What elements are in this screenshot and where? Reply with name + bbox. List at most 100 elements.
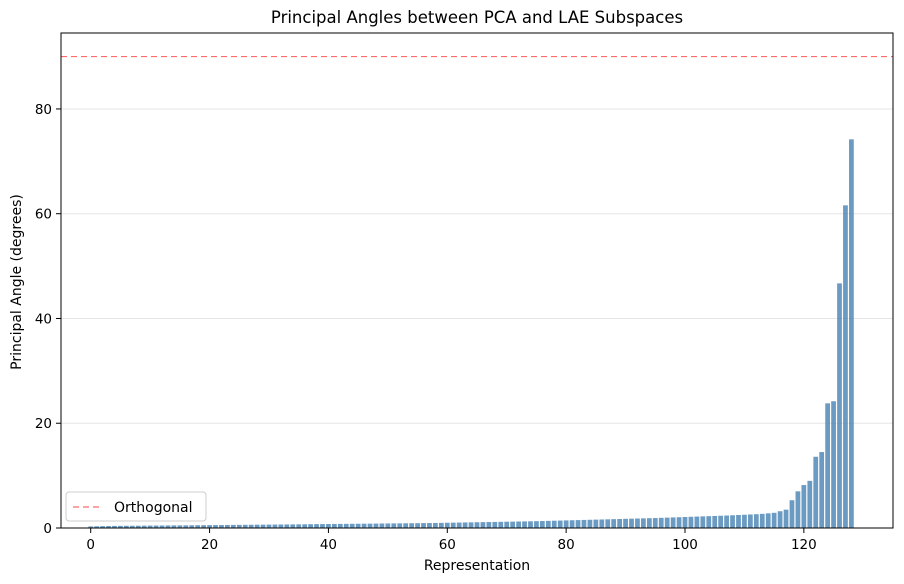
y-axis-label: Principal Angle (degrees)	[9, 194, 25, 370]
bar	[611, 519, 617, 528]
chart-title: Principal Angles between PCA and LAE Sub…	[271, 8, 683, 27]
bar	[557, 520, 563, 528]
bar	[777, 511, 783, 528]
bar	[254, 524, 260, 528]
bar	[135, 525, 141, 528]
bar	[141, 525, 147, 528]
bar	[492, 521, 498, 528]
bar	[670, 517, 676, 528]
bar	[522, 521, 527, 528]
bar	[807, 480, 813, 528]
bar	[355, 523, 361, 528]
bar	[676, 517, 682, 528]
bar	[225, 524, 230, 528]
plot-frame	[60, 32, 894, 529]
bar	[498, 521, 504, 528]
bar	[272, 524, 278, 528]
bar	[385, 523, 391, 528]
bar	[819, 452, 825, 528]
bar	[302, 524, 308, 528]
bar	[510, 521, 516, 528]
bar	[248, 524, 254, 528]
bar	[106, 526, 111, 528]
bar	[391, 523, 397, 528]
bar	[599, 519, 605, 528]
bar	[765, 513, 771, 528]
bar	[450, 522, 456, 528]
bar	[296, 524, 302, 528]
bar	[480, 522, 486, 528]
bar	[201, 525, 207, 528]
bar	[337, 523, 343, 528]
bar	[837, 283, 842, 528]
bar	[712, 515, 718, 528]
bar	[569, 520, 575, 528]
bar	[326, 524, 331, 528]
bar	[641, 518, 646, 528]
bar	[94, 526, 100, 528]
bar	[635, 518, 640, 528]
bar	[593, 519, 599, 528]
bar	[278, 524, 284, 528]
bar	[189, 525, 195, 528]
bar	[742, 514, 747, 528]
bar	[528, 521, 533, 528]
bar	[129, 525, 135, 528]
legend-box	[65, 491, 207, 522]
legend-label-orthogonal: Orthogonal	[114, 500, 193, 516]
bar	[177, 525, 183, 528]
bar	[724, 515, 729, 528]
bar	[551, 520, 557, 528]
bar	[195, 525, 201, 528]
bar	[646, 518, 652, 528]
bar	[795, 491, 801, 528]
bar	[397, 523, 403, 528]
bar	[147, 525, 153, 528]
x-tick-label: 40	[320, 537, 337, 553]
bar	[421, 523, 426, 528]
y-axis-ticks: 0 20 40 60 80	[35, 102, 61, 537]
bar	[427, 523, 432, 528]
bar	[444, 522, 450, 528]
bar	[361, 523, 367, 528]
x-axis-ticks: 0 20 40 60 80 100 120	[86, 528, 817, 553]
bar	[694, 516, 700, 528]
bar	[409, 523, 415, 528]
x-tick-label: 20	[201, 537, 218, 553]
bar	[123, 525, 129, 528]
y-tick-label: 20	[35, 416, 52, 432]
bar	[100, 526, 105, 528]
bar	[290, 524, 296, 528]
bar	[266, 524, 272, 528]
y-tick-label: 0	[43, 521, 52, 537]
bar	[236, 524, 242, 528]
bar	[213, 525, 218, 528]
bar	[438, 522, 444, 528]
y-tick-label: 80	[35, 102, 52, 118]
bar	[581, 519, 587, 528]
bar	[165, 525, 171, 528]
bar	[331, 523, 337, 528]
bar	[219, 525, 224, 528]
bar	[320, 524, 325, 528]
bar	[462, 522, 468, 528]
bar	[112, 525, 117, 528]
bar	[171, 525, 177, 528]
bar	[771, 512, 777, 528]
bar	[308, 524, 313, 528]
bar	[849, 139, 854, 529]
bar	[730, 515, 735, 528]
bar	[623, 518, 628, 528]
x-tick-label: 60	[439, 537, 456, 553]
bar	[183, 525, 189, 528]
bar	[747, 514, 753, 528]
bar	[801, 485, 807, 528]
bar	[706, 516, 712, 528]
bar	[658, 517, 664, 528]
x-tick-label: 120	[791, 537, 817, 553]
bar	[474, 522, 480, 528]
bar	[433, 522, 438, 528]
bar	[688, 516, 694, 528]
y-gridlines	[61, 108, 893, 424]
